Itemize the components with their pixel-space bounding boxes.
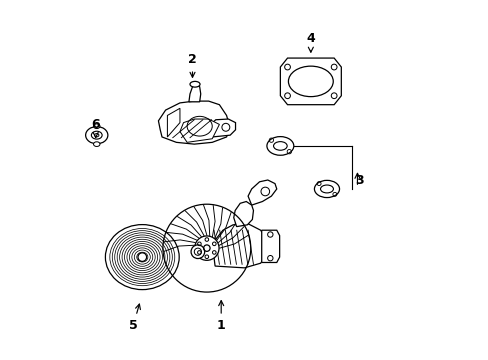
Ellipse shape — [190, 81, 200, 87]
Polygon shape — [180, 119, 219, 142]
Ellipse shape — [194, 236, 219, 260]
Text: 3: 3 — [354, 174, 363, 186]
Text: 6: 6 — [91, 118, 100, 138]
Text: 1: 1 — [216, 301, 225, 332]
Polygon shape — [261, 230, 279, 262]
Polygon shape — [210, 119, 235, 137]
Polygon shape — [213, 224, 267, 268]
Ellipse shape — [93, 142, 100, 147]
Polygon shape — [188, 85, 201, 102]
Text: 4: 4 — [306, 32, 315, 52]
Ellipse shape — [105, 225, 179, 289]
Ellipse shape — [85, 127, 108, 144]
Polygon shape — [247, 180, 276, 205]
Polygon shape — [167, 108, 180, 137]
Polygon shape — [280, 58, 341, 105]
Polygon shape — [158, 101, 230, 144]
Ellipse shape — [191, 245, 204, 258]
Ellipse shape — [266, 136, 293, 155]
Text: 5: 5 — [129, 304, 140, 332]
Ellipse shape — [93, 124, 100, 129]
Text: 2: 2 — [188, 53, 197, 77]
Ellipse shape — [314, 180, 339, 198]
Polygon shape — [233, 202, 253, 226]
Ellipse shape — [288, 66, 333, 96]
